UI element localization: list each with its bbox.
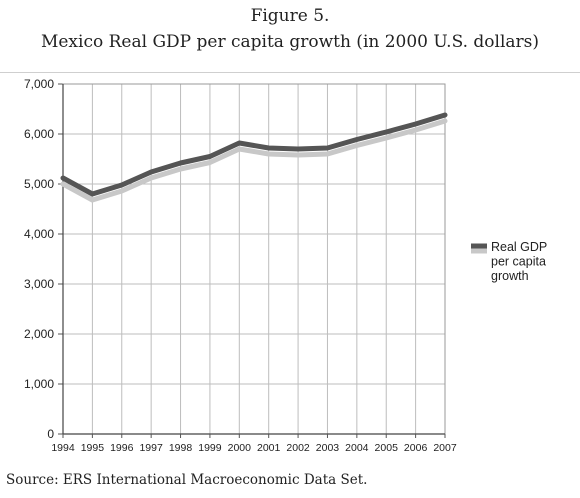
x-tick-label: 1994 bbox=[51, 442, 75, 454]
x-tick-label: 1998 bbox=[169, 442, 193, 454]
y-tick-label: 0 bbox=[47, 427, 54, 441]
x-tick-label: 1995 bbox=[81, 442, 105, 454]
y-tick-label: 2,000 bbox=[24, 327, 54, 341]
x-tick-label: 2004 bbox=[345, 442, 369, 454]
y-tick-labels: 0 1,000 2,000 3,000 4,000 5,000 6,000 7,000 bbox=[24, 77, 54, 441]
y-tick-label: 1,000 bbox=[24, 377, 54, 391]
legend-label: growth bbox=[491, 269, 529, 283]
x-tick-label: 1999 bbox=[198, 442, 222, 454]
top-rule bbox=[0, 72, 580, 73]
y-tick-label: 7,000 bbox=[24, 77, 54, 91]
x-tick-labels: 1994 1995 1996 1997 1998 1999 2000 2001 2002 2003… bbox=[51, 442, 457, 454]
series-lines bbox=[60, 112, 448, 203]
x-tick-label: 2000 bbox=[228, 442, 252, 454]
series-line-shadow bbox=[60, 118, 448, 203]
y-tick-label: 4,000 bbox=[24, 227, 54, 241]
x-tick-label: 2005 bbox=[375, 442, 399, 454]
legend-label: Real GDP bbox=[491, 240, 547, 254]
y-tick-label: 3,000 bbox=[24, 277, 54, 291]
x-tick-label: 1997 bbox=[139, 442, 163, 454]
legend-label: per capita bbox=[491, 255, 546, 269]
series-line bbox=[60, 112, 448, 197]
x-tick-label: 2007 bbox=[433, 442, 457, 454]
x-tick-label: 2006 bbox=[404, 442, 428, 454]
figure-label: Figure 5. bbox=[250, 6, 330, 26]
chart-title: Mexico Real GDP per capita growth (in 20… bbox=[40, 32, 540, 52]
x-tick-label: 2001 bbox=[257, 442, 281, 454]
x-tick-label: 2003 bbox=[316, 442, 340, 454]
y-tick-label: 5,000 bbox=[24, 177, 54, 191]
line-chart: 0 1,000 2,000 3,000 4,000 5,000 6,000 7,000 199… bbox=[24, 77, 547, 454]
axes bbox=[58, 83, 446, 438]
x-tick-label: 1996 bbox=[110, 442, 134, 454]
y-tick-label: 6,000 bbox=[24, 127, 54, 141]
source-note: Source: ERS International Macroeconomic … bbox=[6, 472, 368, 488]
x-tick-label: 2002 bbox=[286, 442, 310, 454]
